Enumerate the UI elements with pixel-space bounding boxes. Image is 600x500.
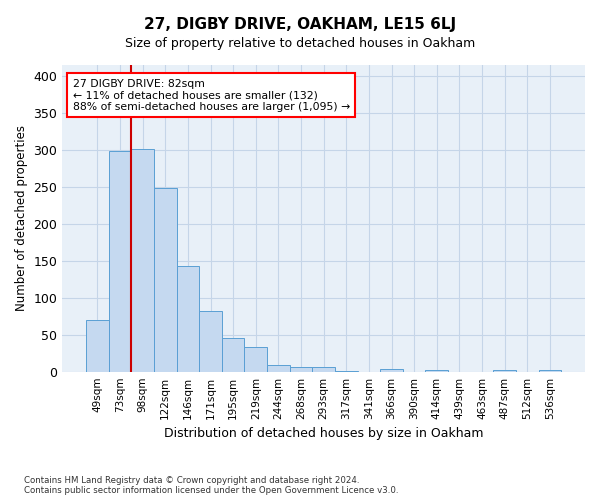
Text: 27, DIGBY DRIVE, OAKHAM, LE15 6LJ: 27, DIGBY DRIVE, OAKHAM, LE15 6LJ (144, 18, 456, 32)
Bar (86, 320, 109, 372)
Bar (267, 365, 290, 372)
Bar (154, 188, 176, 372)
Text: Contains HM Land Registry data © Crown copyright and database right 2024.
Contai: Contains HM Land Registry data © Crown c… (24, 476, 398, 495)
X-axis label: Distribution of detached houses by size in Oakham: Distribution of detached houses by size … (164, 427, 484, 440)
Text: 27 DIGBY DRIVE: 82sqm
← 11% of detached houses are smaller (132)
88% of semi-det: 27 DIGBY DRIVE: 82sqm ← 11% of detached … (73, 79, 350, 112)
Bar (109, 152, 131, 372)
Y-axis label: Number of detached properties: Number of detached properties (15, 126, 28, 312)
Bar (335, 371, 358, 372)
Bar (131, 148, 154, 372)
Bar (380, 370, 403, 372)
Bar (199, 311, 222, 372)
Bar (313, 367, 335, 372)
Bar (222, 338, 244, 372)
Bar (425, 370, 448, 372)
Text: Size of property relative to detached houses in Oakham: Size of property relative to detached ho… (125, 38, 475, 51)
Bar (539, 370, 561, 372)
Bar (176, 266, 199, 372)
Bar (244, 348, 267, 372)
Bar (493, 370, 516, 372)
Bar (290, 367, 313, 372)
